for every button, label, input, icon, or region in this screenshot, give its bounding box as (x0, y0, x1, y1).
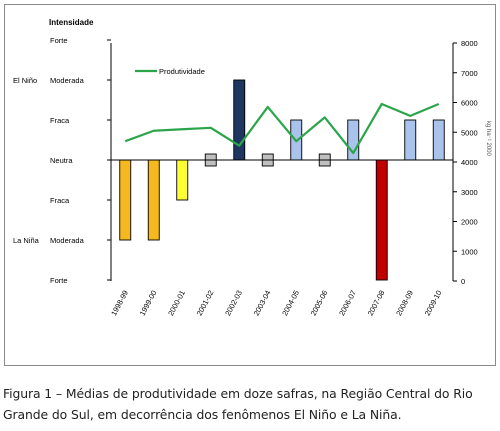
bar (176, 159, 189, 201)
x-tick-label: 2007-08 (366, 289, 387, 318)
left-axis-tick-label: Moderada (50, 76, 85, 85)
right-axis-tick-label: 4000 (461, 158, 478, 167)
figure-caption: Figura 1 – Médias de produtividade em do… (3, 386, 473, 422)
x-tick-label: 2004-05 (280, 289, 301, 318)
x-tick-label: 2000-01 (166, 289, 187, 318)
left-axis-tick-label: Neutra (50, 156, 73, 165)
right-axis-tick-label: 2000 (461, 218, 478, 227)
right-axis-tick-label: 1000 (461, 247, 478, 256)
right-axis-tick-label: 8000 (461, 39, 478, 48)
left-axis-tick-label: Fraca (50, 116, 70, 125)
chart: Intensidade Forte Moderada Fraca Neutra Fraca… (13, 18, 491, 317)
axis-labels: Intensidade Forte Moderada Fraca Neutra Fraca… (13, 18, 491, 317)
left-axis-tick-label: Forte (50, 276, 68, 285)
bar (375, 159, 388, 281)
left-axis-tick-label: Moderada (50, 236, 85, 245)
bar (432, 119, 445, 161)
left-axis-group-label: El Niño (13, 76, 37, 85)
right-axis-title: kg ha⁻¹ 2000 (485, 121, 491, 157)
left-axis-group-label: La Niña (13, 236, 40, 245)
x-tick-label: 2003-04 (252, 289, 273, 318)
x-tick-label: 2002-03 (223, 289, 244, 318)
x-tick-label: 2006-07 (337, 289, 358, 318)
x-tick-label: 1998-99 (109, 289, 130, 318)
bar (147, 159, 160, 241)
figure-panel: Intensidade Forte Moderada Fraca Neutra Fraca… (4, 4, 496, 366)
bar (233, 79, 246, 161)
right-axis-tick-label: 3000 (461, 188, 478, 197)
left-axis-title: Intensidade (49, 18, 94, 27)
legend: Produtividade (135, 67, 205, 76)
right-axis-tick-label: 0 (461, 277, 465, 286)
x-tick-label: 1999-00 (138, 289, 159, 318)
productivity-line (124, 102, 440, 155)
left-axis-tick-label: Forte (50, 36, 68, 45)
right-axis-tick-label: 7000 (461, 69, 478, 78)
bar (119, 159, 132, 241)
bar (404, 119, 417, 161)
right-axis-tick-label: 5000 (461, 128, 478, 137)
x-tick-label: 2001-02 (195, 289, 216, 318)
x-tick-label: 2008-09 (394, 289, 415, 318)
right-axis-tick-label: 6000 (461, 99, 478, 108)
x-tick-label: 2009-10 (423, 289, 444, 318)
legend-label: Produtividade (159, 67, 205, 76)
axes (107, 39, 457, 282)
left-axis-tick-label: Fraca (50, 196, 70, 205)
line-series (124, 102, 440, 155)
x-tick-label: 2005-06 (309, 289, 330, 318)
